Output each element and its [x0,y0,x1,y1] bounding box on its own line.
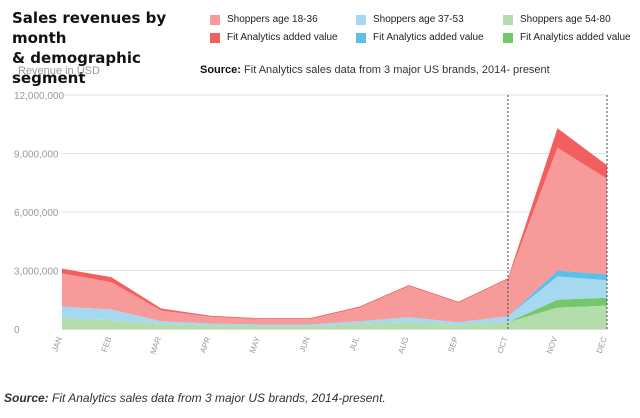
legend-swatch [503,32,513,43]
legend-label: Fit Analytics added value [227,32,338,43]
area-series [62,128,607,320]
legend-label: Shoppers age 18-36 [227,14,318,25]
y-axis-label: Revenue in USD [18,65,100,77]
area-series [62,147,607,325]
x-tick-label: NOV [545,335,560,355]
legend-item-added-value-54-80: Fit Analytics added value [503,32,631,43]
legend-item-added-value-37-53: Fit Analytics added value [356,32,484,43]
y-tick-label: 9,000,000 [14,150,59,161]
x-tick-label: MAR [148,335,163,355]
legend-swatch [356,14,366,25]
caption: Source: Fit Analytics sales data from 3 … [4,391,386,405]
x-tick-label: SEP [446,336,460,354]
x-tick-label: JAN [50,335,64,352]
x-tick-label: AUG [396,336,410,355]
y-tick-label: 3,000,000 [14,267,59,278]
legend-item-age-54-80: Shoppers age 54-80 [503,14,611,25]
legend-label: Shoppers age 37-53 [373,14,464,25]
area-series [62,276,607,327]
caption-text: Fit Analytics sales data from 3 major US… [52,391,386,405]
legend-swatch [210,32,220,43]
legend-label: Fit Analytics added value [373,32,484,43]
legend-swatch [503,14,513,25]
x-tick-label: DEC [595,335,609,354]
x-tick-label: APR [198,335,212,354]
chart-title-line1: Sales revenues by month [12,9,167,47]
y-tick-label: 0 [14,325,20,336]
legend-swatch [356,32,366,43]
source-note-top: Source: Fit Analytics sales data from 3 … [200,64,550,76]
legend-item-age-37-53: Shoppers age 37-53 [356,14,464,25]
x-tick-label: JUL [348,335,362,352]
y-tick-label: 6,000,000 [14,208,59,219]
legend-item-age-18-36: Shoppers age 18-36 [210,14,318,25]
x-tick-label: JUN [298,335,312,353]
area-series [62,305,607,329]
legend-label: Fit Analytics added value [520,32,631,43]
area-series [62,270,607,325]
x-tick-label: MAY [248,335,262,354]
chart-title: Sales revenues by month & demographic se… [12,8,202,88]
x-tick-label: FEB [100,336,114,354]
source-note-label: Source: [200,64,241,76]
x-tick-label: OCT [496,336,510,355]
legend-item-added-value-18-36: Fit Analytics added value [210,32,338,43]
legend-label: Shoppers age 54-80 [520,14,611,25]
y-tick-label: 12,000,000 [14,91,64,102]
chart-title-line2: & demographic segment [12,49,141,87]
legend-swatch [210,14,220,25]
area-chart: 0 3,000,000 6,000,000 9,000,000 12,000,000 JA… [14,91,609,355]
caption-label: Source: [4,391,49,405]
legend: Shoppers age 18-36 Fit Analytics added v… [210,10,640,54]
source-note-text: Fit Analytics sales data from 3 major US… [244,64,550,76]
